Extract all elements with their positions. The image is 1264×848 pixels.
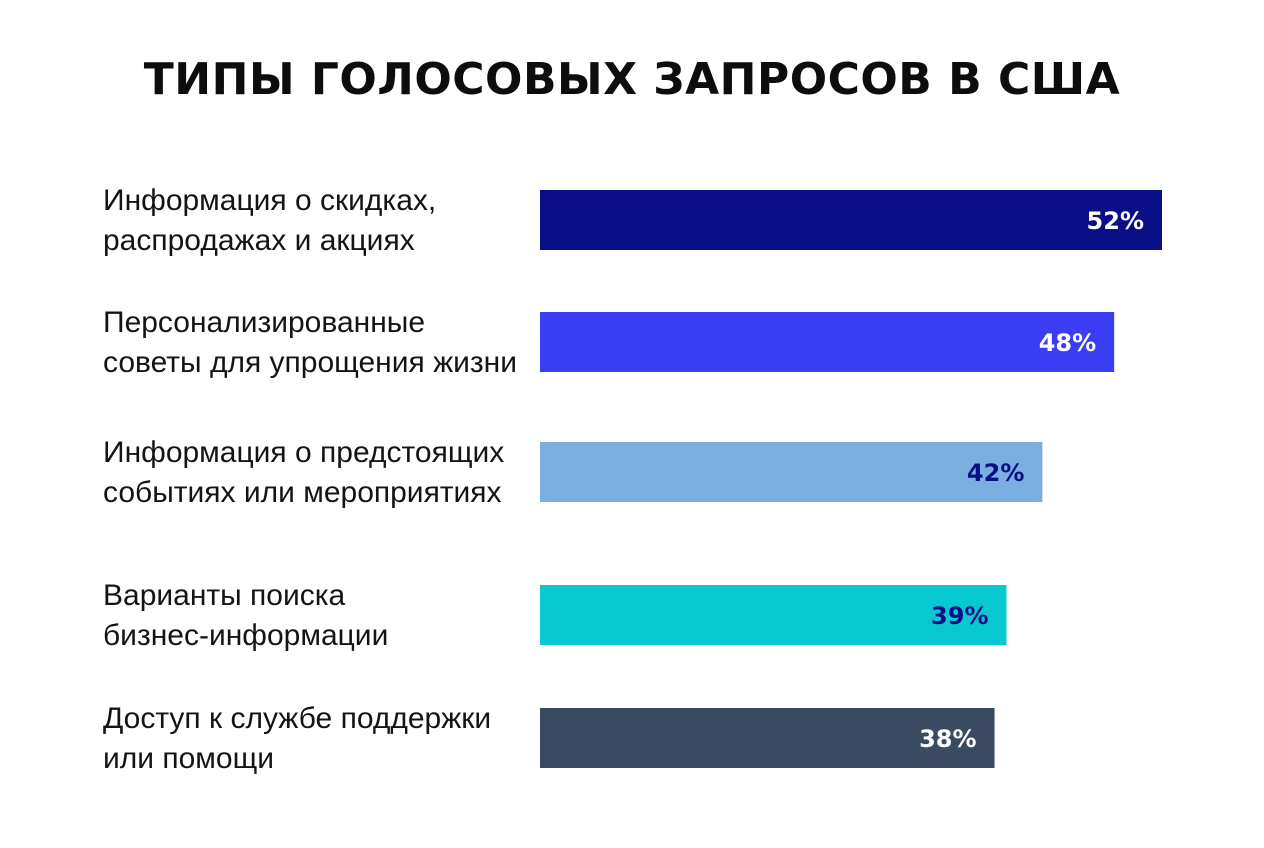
category-label: Варианты поиска xyxy=(103,579,345,612)
category-label: Доступ к службе поддержки xyxy=(103,702,491,735)
bar xyxy=(540,708,995,768)
bar xyxy=(540,190,1162,250)
bars-layer: Информация о скидках, распродажах и акция… xyxy=(103,184,1162,775)
category-label: распродажах и акциях xyxy=(103,224,415,257)
bar xyxy=(540,585,1007,645)
category-label: Персонализированные xyxy=(103,306,425,339)
data-label: 42% xyxy=(967,459,1024,487)
data-label: 39% xyxy=(931,602,988,630)
category-label: событиях или мероприятиях xyxy=(103,476,502,509)
data-label: 48% xyxy=(1039,329,1096,357)
category-label: бизнес-информации xyxy=(103,619,388,652)
data-label: 52% xyxy=(1087,207,1144,235)
bar xyxy=(540,442,1043,502)
category-label: Информация о предстоящих xyxy=(103,436,504,469)
chart-title: ТИПЫ ГОЛОСОВЫХ ЗАПРОСОВ В США xyxy=(143,54,1121,105)
category-label: Информация о скидках, xyxy=(103,184,436,217)
bar xyxy=(540,312,1115,372)
category-label: советы для упрощения жизни xyxy=(103,346,517,379)
category-label: или помощи xyxy=(103,742,274,775)
data-label: 38% xyxy=(919,725,976,753)
